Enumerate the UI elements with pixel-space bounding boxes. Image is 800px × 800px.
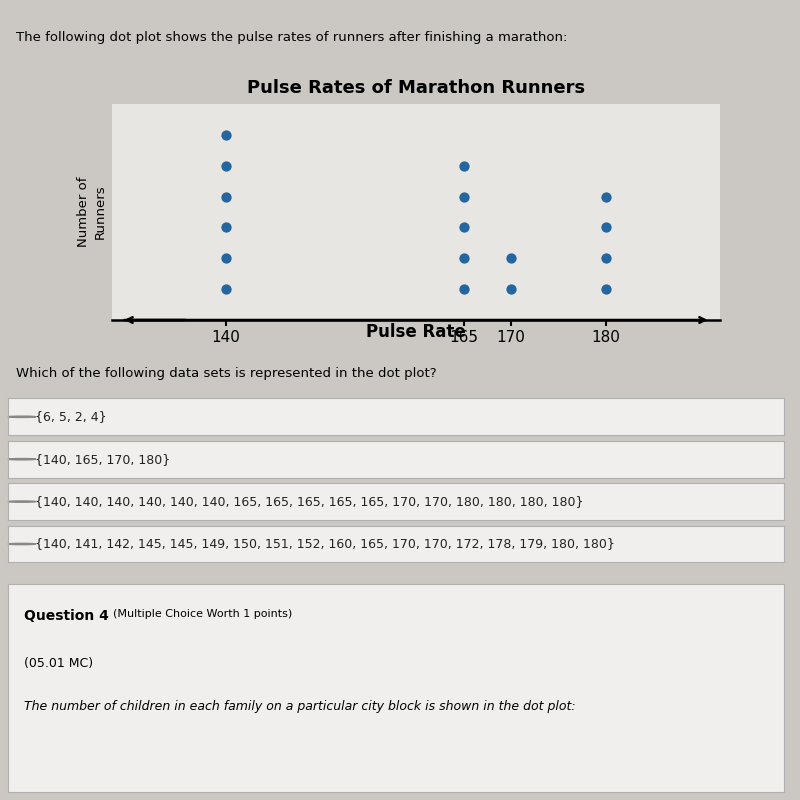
Text: Question 4: Question 4	[23, 609, 108, 623]
Point	[457, 190, 470, 203]
Text: (Multiple Choice Worth 1 points): (Multiple Choice Worth 1 points)	[113, 609, 292, 619]
Text: (05.01 MC): (05.01 MC)	[23, 657, 93, 670]
Point	[457, 221, 470, 234]
Point	[600, 190, 613, 203]
Point	[219, 252, 233, 265]
Point	[457, 252, 470, 265]
Point	[219, 159, 233, 172]
Point	[600, 282, 613, 295]
Point	[600, 252, 613, 265]
Text: {6, 5, 2, 4}: {6, 5, 2, 4}	[35, 410, 106, 423]
Text: The following dot plot shows the pulse rates of runners after finishing a marath: The following dot plot shows the pulse r…	[16, 30, 567, 44]
Y-axis label: Number of
Runners: Number of Runners	[78, 177, 106, 247]
Text: {140, 140, 140, 140, 140, 140, 165, 165, 165, 165, 165, 170, 170, 180, 180, 180,: {140, 140, 140, 140, 140, 140, 165, 165,…	[35, 495, 584, 508]
Point	[505, 252, 518, 265]
Point	[505, 282, 518, 295]
Text: Which of the following data sets is represented in the dot plot?: Which of the following data sets is repr…	[16, 367, 436, 381]
Point	[219, 190, 233, 203]
Point	[457, 159, 470, 172]
Point	[219, 129, 233, 142]
Point	[600, 221, 613, 234]
Text: The number of children in each family on a particular city block is shown in the: The number of children in each family on…	[23, 701, 575, 714]
Point	[219, 282, 233, 295]
Point	[219, 221, 233, 234]
Title: Pulse Rates of Marathon Runners: Pulse Rates of Marathon Runners	[247, 79, 585, 97]
Point	[457, 282, 470, 295]
Text: {140, 165, 170, 180}: {140, 165, 170, 180}	[35, 453, 170, 466]
Text: Pulse Rate: Pulse Rate	[366, 323, 466, 341]
Text: {140, 141, 142, 145, 145, 149, 150, 151, 152, 160, 165, 170, 170, 172, 178, 179,: {140, 141, 142, 145, 145, 149, 150, 151,…	[35, 538, 615, 550]
